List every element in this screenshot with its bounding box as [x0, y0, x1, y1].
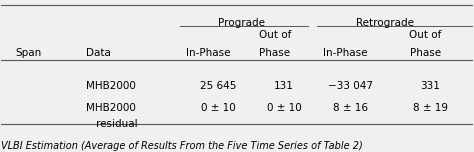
- Text: MHB2000: MHB2000: [86, 81, 136, 91]
- Text: Data: Data: [86, 48, 111, 58]
- Text: Retrograde: Retrograde: [356, 18, 414, 28]
- Text: 131: 131: [274, 81, 294, 91]
- Text: Span: Span: [16, 48, 42, 58]
- Text: 8 ± 16: 8 ± 16: [333, 103, 368, 113]
- Text: 331: 331: [420, 81, 440, 91]
- Text: Phase: Phase: [259, 48, 290, 58]
- Text: In-Phase: In-Phase: [186, 48, 231, 58]
- Text: 25 645: 25 645: [200, 81, 237, 91]
- Text: 0 ± 10: 0 ± 10: [201, 103, 236, 113]
- Text: Phase: Phase: [410, 48, 441, 58]
- Text: VLBI Estimation (Average of Results From the Five Time Series of Table 2): VLBI Estimation (Average of Results From…: [1, 141, 363, 151]
- Text: residual: residual: [96, 119, 137, 129]
- Text: In-Phase: In-Phase: [323, 48, 368, 58]
- Text: Prograde: Prograde: [218, 18, 265, 28]
- Text: MHB2000: MHB2000: [86, 103, 136, 113]
- Text: −33 047: −33 047: [328, 81, 373, 91]
- Text: 0 ± 10: 0 ± 10: [267, 103, 301, 113]
- Text: Out of: Out of: [258, 30, 291, 40]
- Text: 8 ± 19: 8 ± 19: [413, 103, 448, 113]
- Text: Out of: Out of: [410, 30, 442, 40]
